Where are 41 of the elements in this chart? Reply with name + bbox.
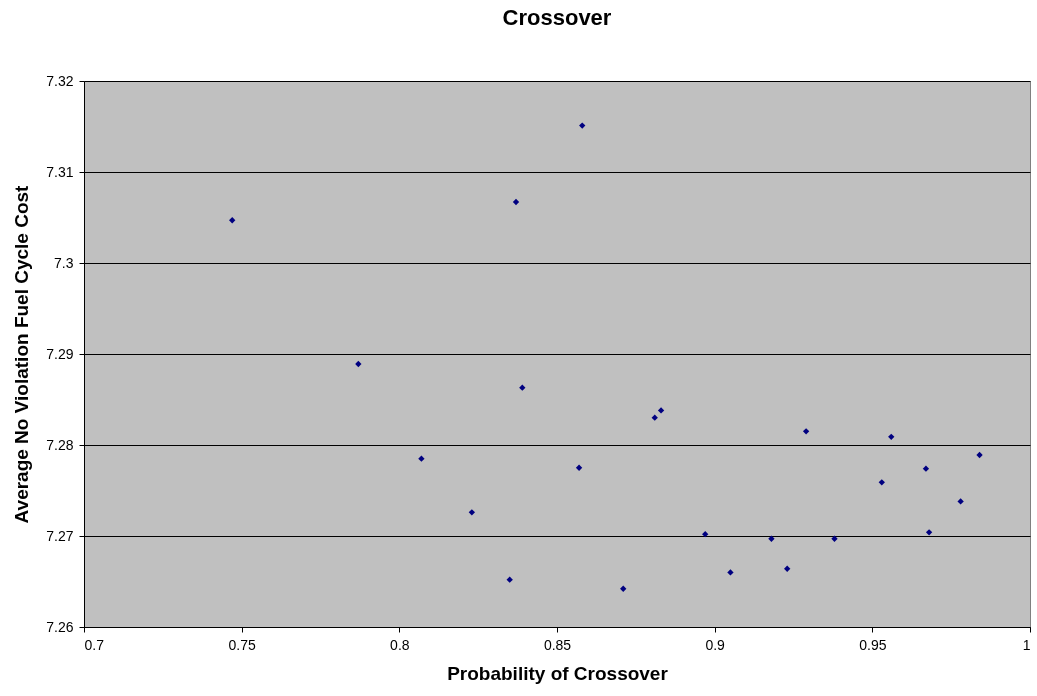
x-tick-label: 0.75	[228, 636, 256, 653]
point	[468, 509, 476, 516]
point	[888, 433, 895, 440]
point	[957, 498, 964, 505]
point	[925, 529, 933, 536]
point	[651, 414, 658, 421]
x-tick-label: 0.85	[543, 636, 572, 653]
point	[768, 535, 775, 542]
point	[702, 531, 709, 538]
point	[620, 585, 627, 592]
point	[579, 122, 586, 129]
point	[506, 576, 513, 583]
y-tick-label: 7.29	[46, 345, 74, 362]
x-tick-label: 1	[1022, 636, 1031, 653]
y-tick-label: 7.3	[54, 254, 74, 271]
point	[355, 360, 362, 368]
point	[976, 451, 983, 459]
point	[657, 407, 665, 414]
x-tick-label: 0.8	[390, 636, 410, 653]
x-tick-label: 0.95	[859, 636, 887, 653]
y-tick-label: 7.27	[46, 527, 74, 544]
point	[229, 217, 236, 224]
point	[519, 384, 526, 391]
point	[878, 479, 885, 486]
point	[922, 465, 930, 472]
point	[575, 464, 583, 471]
point	[831, 535, 838, 542]
y-tick-label: 7.32	[46, 72, 74, 89]
y-tick-label: 7.26	[46, 618, 74, 635]
y-axis-title: Average No Violation Fuel Cycle Cost	[11, 184, 33, 524]
point	[802, 428, 810, 435]
y-tick-label: 7.31	[46, 163, 74, 180]
point	[512, 198, 520, 206]
y-tick-label: 7.28	[46, 436, 74, 453]
chart-title: Crossover	[502, 5, 612, 30]
point	[418, 455, 425, 462]
x-tick-label: 0.9	[705, 636, 726, 653]
point	[784, 565, 791, 572]
x-tick-label: 0.7	[84, 636, 105, 653]
x-axis-title: Probability of Crossover	[447, 662, 669, 684]
point	[727, 569, 734, 576]
